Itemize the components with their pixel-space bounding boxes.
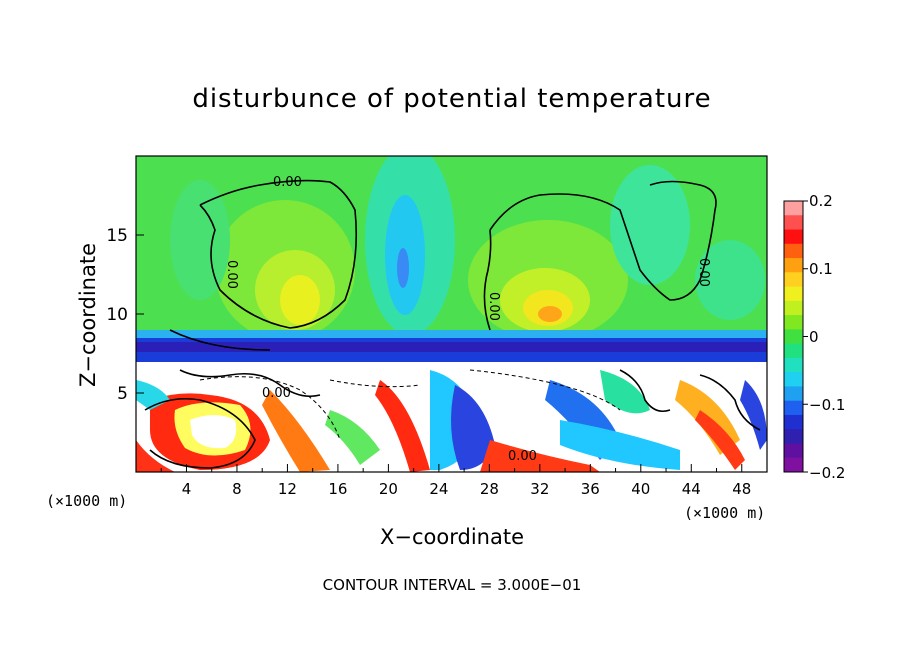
contour-label: 0.00 [273,175,302,190]
x-tick-label: 36 [581,480,600,498]
x-axis-label: X−coordinate [380,525,524,549]
y-tick-label: 15 [106,226,128,246]
colorbar-band [784,357,803,373]
x-tick-label: 24 [429,480,448,498]
x-tick-label: 4 [182,480,192,498]
heatmap-field [136,156,767,472]
colorbar-band [784,229,803,245]
colorbar-band [784,372,803,387]
colorbar-band [784,429,803,444]
colorbar-tick-label: −0.2 [809,464,846,482]
colorbar-tick-label: 0.1 [809,260,833,278]
colorbar-band [784,272,803,288]
contour-labels: 0.00 0.00 0.00 0.00 0.00 0.00 [224,175,711,464]
colorbar-band [784,400,803,416]
colorbar-tick-label: 0.2 [809,192,833,210]
contour-label: 0.00 [508,449,537,464]
colorbar-band [784,201,803,216]
x-tick-label: 28 [480,480,499,498]
colorbar-band [784,315,803,330]
x-tick-label: 40 [631,480,650,498]
colorbar-band [784,386,803,402]
colorbar-band [784,414,803,430]
x-tick-label: 44 [682,480,701,498]
contour-label: 0.00 [262,386,291,401]
colorbar-band [784,457,803,473]
y-tick-label: 5 [117,384,128,404]
x-tick-label: 48 [732,480,751,498]
x-tick-label: 12 [278,480,297,498]
colorbar-band [784,343,803,359]
colorbar-band [784,215,803,231]
colorbar-band [784,329,803,345]
contour-label: 0.00 [224,260,239,289]
x-tick-label: 20 [379,480,398,498]
colorbar-tick-label: 0 [809,328,819,346]
y-tick-label: 10 [106,305,128,325]
contour-interval-note: CONTOUR INTERVAL = 3.000E−01 [322,576,582,594]
colorbar-band [784,443,803,459]
contour-label: 0.00 [486,292,501,321]
chart-title: disturbunce of potential temperature [192,84,712,114]
x-unit-label-right: (×1000 m) [684,504,766,522]
x-tick-label: 32 [530,480,549,498]
y-axis-ticks: 5 10 15 [106,226,144,404]
x-unit-label-left: (×1000 m) [46,492,128,510]
colorbar-frame [783,200,804,473]
colorbar-band [784,243,803,259]
colorbar [784,200,808,473]
y-axis-label: Z−coordinate [76,243,100,387]
x-axis-ticks: 4 8 12 16 20 24 28 32 36 40 44 48 [160,464,751,498]
colorbar-tick-label: −0.1 [809,396,846,414]
contour-label: 0.00 [696,258,711,287]
x-tick-label: 16 [328,480,347,498]
x-tick-label: 8 [232,480,242,498]
colorbar-band [784,258,803,273]
colorbar-band [784,286,803,302]
colorbar-band [784,300,803,316]
